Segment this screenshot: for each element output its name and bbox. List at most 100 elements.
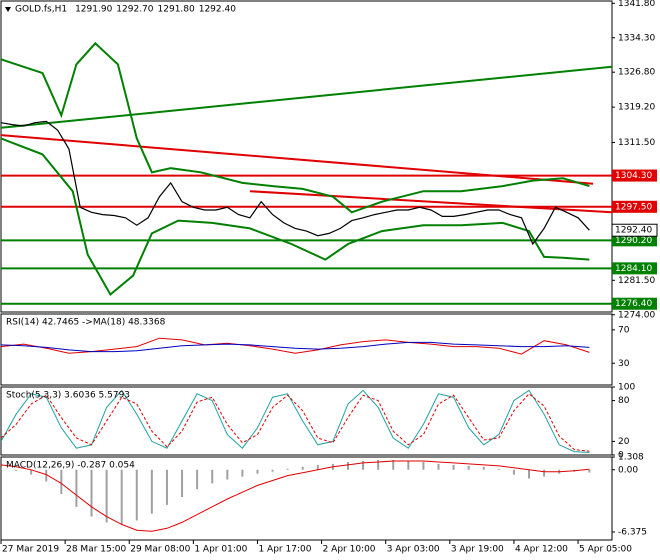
histogram-bar xyxy=(211,469,214,484)
histogram-bar xyxy=(588,469,591,473)
y-tick-label: 80 xyxy=(618,396,630,406)
y-tick-label: 0.00 xyxy=(618,465,638,475)
level-price-label: 1304.30 xyxy=(615,171,652,181)
histogram-bar xyxy=(1,467,2,470)
level-price-box xyxy=(612,200,657,213)
histogram-bar xyxy=(196,469,199,490)
panel-frame xyxy=(0,0,613,313)
histogram-bar xyxy=(165,469,168,505)
y-tick-label: 30 xyxy=(618,359,630,369)
panel-plot xyxy=(1,460,591,532)
level-price-label: 1284.10 xyxy=(615,264,652,274)
histogram-bar xyxy=(497,468,500,470)
series-line xyxy=(1,137,590,297)
last-price-label: 1292.40 xyxy=(615,226,652,236)
x-tick-label: 29 Mar 08:00 xyxy=(130,545,190,555)
y-tick-label: 1274.00 xyxy=(618,310,655,320)
histogram-bar xyxy=(482,466,485,470)
panel-plot xyxy=(1,389,590,453)
y-tick-label: 1341.80 xyxy=(618,0,655,9)
y-tick-label: 100 xyxy=(618,383,635,393)
histogram-bar xyxy=(75,469,78,507)
histogram-bar xyxy=(120,469,123,525)
x-tick-label: 3 Apr 03:00 xyxy=(387,545,440,555)
histogram-bar xyxy=(437,463,440,470)
histogram-bar xyxy=(543,469,546,477)
histogram-bar xyxy=(45,469,48,482)
panel-plot xyxy=(1,337,590,355)
y-tick-label: 0 xyxy=(618,451,624,461)
menu-triangle[interactable] xyxy=(5,7,11,12)
series-line xyxy=(1,341,590,353)
histogram-bar xyxy=(346,461,349,470)
panel-frame xyxy=(0,313,613,386)
y-tick-label: 1281.50 xyxy=(618,276,655,286)
x-tick-label: 4 Apr 12:00 xyxy=(515,545,568,555)
series-line xyxy=(1,41,590,214)
panel-frame xyxy=(0,386,613,456)
histogram-bar xyxy=(105,469,108,523)
histogram-bar xyxy=(135,469,138,521)
x-tick-label: 27 Mar 2019 xyxy=(2,545,59,555)
ohlc-value: 1292.40 xyxy=(199,5,236,15)
x-tick-label: 5 Apr 05:00 xyxy=(579,545,632,555)
y-tick-label: 1326.80 xyxy=(618,68,655,78)
y-tick-label: -6.375 xyxy=(618,527,647,537)
x-tick-label: 1 Apr 01:00 xyxy=(194,545,247,555)
panel-title: GOLD.fs,H1 xyxy=(15,5,67,15)
series-line xyxy=(1,393,590,452)
x-tick-label: 1 Apr 17:00 xyxy=(258,545,311,555)
histogram-bar xyxy=(181,469,184,498)
histogram-bar xyxy=(30,469,33,475)
histogram-bar xyxy=(241,469,244,477)
x-tick-label: 3 Apr 19:00 xyxy=(451,545,504,555)
histogram-bar xyxy=(422,461,425,470)
histogram-bar xyxy=(271,469,274,472)
y-tick-label: 1311.50 xyxy=(618,138,655,148)
last-price-box xyxy=(611,223,658,237)
histogram-bar xyxy=(256,469,259,474)
histogram-bar xyxy=(301,466,304,470)
histogram-bar xyxy=(60,469,63,495)
panel-title: Stoch(5,3,3) 3.6036 5.5793 xyxy=(6,391,130,401)
x-tick-label: 28 Mar 15:00 xyxy=(66,545,126,555)
panel-frame xyxy=(0,456,613,541)
histogram-bar xyxy=(362,460,365,470)
series-line xyxy=(1,460,590,532)
histogram-bar xyxy=(226,469,229,480)
ohlc-value: 1291.80 xyxy=(158,5,195,15)
histogram-bar xyxy=(286,468,289,470)
panel-plot xyxy=(1,41,612,305)
level-price-box xyxy=(612,262,657,275)
y-tick-label: 1334.30 xyxy=(618,33,655,43)
series-line xyxy=(1,337,590,355)
series-line xyxy=(249,190,612,214)
ohlc-value: 1292.70 xyxy=(116,5,153,15)
histogram-bar xyxy=(392,460,395,470)
ohlc-value: 1291.90 xyxy=(75,5,112,15)
series-line xyxy=(1,120,590,246)
histogram-bar xyxy=(452,464,455,470)
x-tick-label: 2 Apr 10:00 xyxy=(323,545,376,555)
histogram-bar xyxy=(150,469,153,514)
series-line xyxy=(1,134,594,185)
y-tick-label: 20 xyxy=(618,437,630,447)
panel-title: RSI(14) 42.7465 ->MA(18) 48.3368 xyxy=(6,318,166,328)
level-price-label: 1290.20 xyxy=(615,236,652,246)
histogram-bar xyxy=(528,469,531,479)
y-tick-label: 1319.20 xyxy=(618,103,655,113)
series-line xyxy=(1,389,590,453)
panel-title: MACD(12,26,9) -0.287 0.054 xyxy=(6,461,135,471)
histogram-bar xyxy=(15,469,18,471)
y-tick-label: 1.308 xyxy=(618,453,644,463)
series-line xyxy=(1,65,612,129)
y-tick-label: 70 xyxy=(618,325,630,335)
histogram-bar xyxy=(407,460,410,470)
level-price-label: 1297.50 xyxy=(615,202,652,212)
histogram-bar xyxy=(90,469,93,517)
histogram-bar xyxy=(512,469,515,475)
histogram-bar xyxy=(316,464,319,470)
